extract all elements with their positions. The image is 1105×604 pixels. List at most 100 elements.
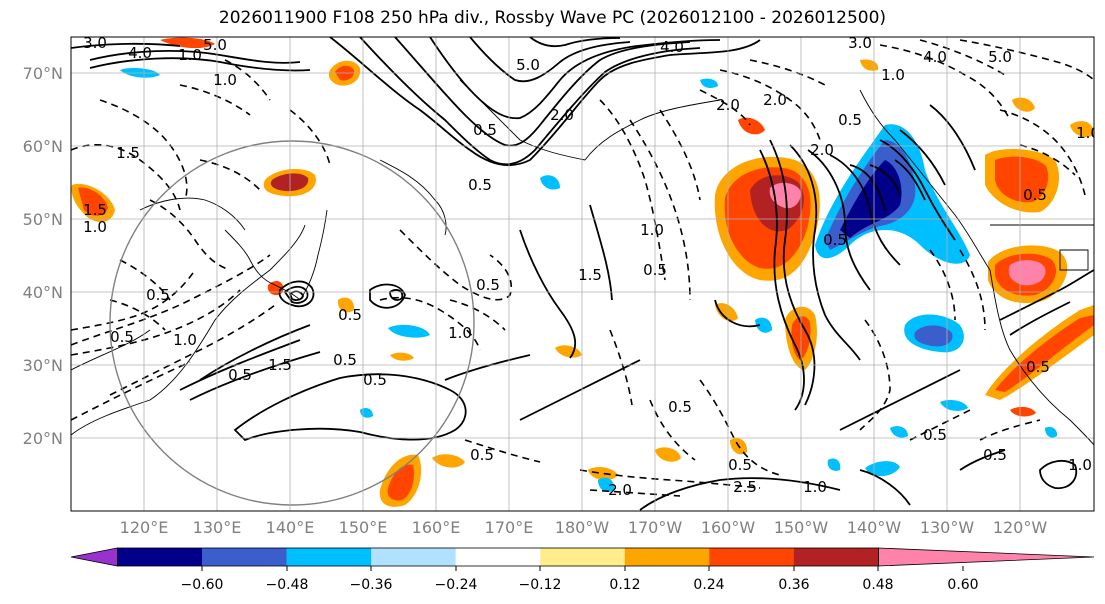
contour-label: 0.5 [228,366,252,384]
colorbar-tick-label: −0.24 [435,577,478,593]
colorbar-labels: −0.60 −0.48 −0.36 −0.24 −0.12 0.12 0.24 … [181,577,979,593]
lon-label: 150°W [774,518,829,537]
lon-label: 160°W [701,518,756,537]
contour-label: 1.5 [83,201,107,219]
highlight-circle [109,140,475,506]
colorbar-swatch [709,548,795,566]
colorbar-swatch [624,548,710,566]
contour-label: 0.5 [333,351,357,369]
colorbar-tick-label: 0.12 [609,577,640,593]
contour-label: 3.0 [83,34,107,52]
gridlines [71,37,1094,511]
contour-label: 1.0 [83,218,107,236]
lat-label: 70°N [23,64,63,83]
contour-label: 0.5 [668,398,692,416]
lat-label: 40°N [23,283,63,302]
contour-label: 2.0 [550,106,574,124]
lon-label: 140°W [847,518,902,537]
contour-labels: 3.0 4.0 1.0 5.0 4.0 5.0 4.0 5.0 3.0 2.0 … [83,34,1100,499]
contour-label: 0.5 [1026,358,1050,376]
pc-contours [71,37,1094,511]
contour-label: 5.0 [516,56,540,74]
colorbar-swatch [455,548,541,566]
contour-label: 1.5 [116,144,140,162]
lon-label: 120°E [120,518,169,537]
longitude-axis: 120°E 130°E 140°E 150°E 160°E 170°E 180°… [120,518,1048,537]
contour-label: 2.0 [763,91,787,109]
contour-label: 0.5 [338,306,362,324]
contour-label: 5.0 [203,36,227,54]
contour-label: 1.5 [578,266,602,284]
contour-label: 0.5 [470,446,494,464]
contour-label: 1.0 [448,324,472,342]
contour-label: 1.0 [640,221,664,239]
contour-label: 2.5 [733,478,757,496]
contour-label: 0.5 [110,328,134,346]
contour-label: 2.0 [608,481,632,499]
colorbar-swatch [202,548,288,566]
lat-label: 20°N [23,429,63,448]
lon-label: 170°W [628,518,683,537]
contour-label: 1.0 [1068,456,1092,474]
colorbar-swatch [878,547,1095,567]
colorbar-swatch [793,548,879,566]
contour-label: 1.0 [1076,124,1100,142]
lat-label: 30°N [23,356,63,375]
lon-label: 180°W [555,518,610,537]
lon-label: 130°W [920,518,975,537]
contour-label: 0.5 [838,111,862,129]
contour-label: 1.0 [178,46,202,64]
colorbar-swatch [117,548,203,566]
colorbar-tick-label: 0.24 [693,577,724,593]
colorbar-swatch [371,548,457,566]
contour-label: 0.5 [923,426,947,444]
colorbar-tick-label: −0.48 [266,577,309,593]
colorbar-tick-label: −0.12 [519,577,562,593]
map-title: 2026011900 F108 250 hPa div., Rossby Wav… [218,8,887,28]
lon-label: 130°E [193,518,242,537]
lon-label: 140°E [266,518,315,537]
contour-label: 2.0 [810,141,834,159]
lat-label: 50°N [23,210,63,229]
colorbar-tick-label: 0.36 [778,577,809,593]
contour-label: 1.0 [213,71,237,89]
lon-label: 170°E [485,518,534,537]
divergence-shading [71,37,1094,507]
colorbar-border [117,547,879,567]
latitude-axis: 70°N 60°N 50°N 40°N 30°N 20°N [23,64,63,448]
colorbar-swatch [286,548,372,566]
nc-contours [71,39,1094,497]
map-frame [70,36,1095,512]
contour-label: 1.0 [173,331,197,349]
contour-label: 2.0 [716,96,740,114]
colorbar-ticks [201,566,964,571]
contour-label: 1.0 [803,478,827,496]
colorbar-swatch [70,547,118,567]
lon-label: 150°E [339,518,388,537]
contour-label: 0.5 [1023,186,1047,204]
colorbar-swatches [70,547,1095,567]
contour-label: 0.5 [643,261,667,279]
colorbar-tick-label: −0.60 [181,577,224,593]
contour-label: 0.5 [983,446,1007,464]
contour-label: 3.0 [848,34,872,52]
contour-label: 0.5 [146,286,170,304]
contour-label: 1.5 [268,356,292,374]
contour-label: 0.5 [823,231,847,249]
colorbar-swatch [540,548,626,566]
contour-label: 0.5 [363,371,387,389]
colorbar: −0.60 −0.48 −0.36 −0.24 −0.12 0.12 0.24 … [70,547,1095,593]
lat-label: 60°N [23,137,63,156]
contour-label: 0.5 [728,456,752,474]
contour-label: 4.0 [660,38,684,56]
contour-label: 0.5 [476,276,500,294]
contour-label: 5.0 [988,48,1012,66]
lon-label: 120°W [993,518,1048,537]
contour-label: 1.0 [881,66,905,84]
contour-label: 0.5 [468,176,492,194]
colorbar-tick-label: 0.60 [947,577,978,593]
contour-label: 0.5 [473,121,497,139]
lon-label: 160°E [412,518,461,537]
contour-label: 4.0 [128,44,152,62]
